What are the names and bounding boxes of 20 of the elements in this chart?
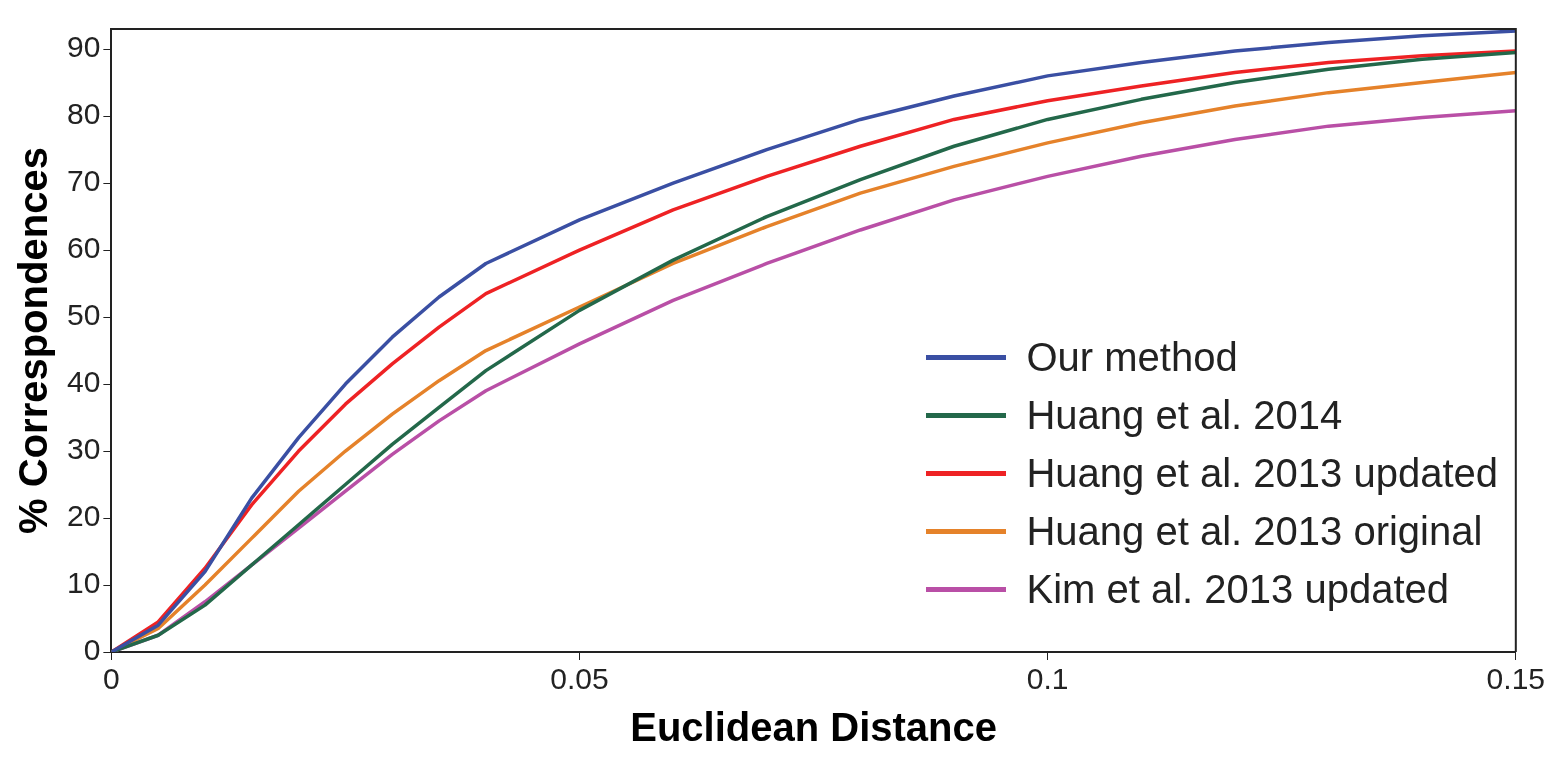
x-tick-label: 0.05 [550, 662, 609, 696]
y-tick-label: 20 [66, 499, 101, 533]
y-axis-title: % Correspondences [11, 147, 56, 534]
x-axis-title: Euclidean Distance [630, 705, 997, 750]
y-tick-label: 70 [66, 164, 101, 198]
y-tick-label: 90 [66, 30, 101, 64]
legend-label: Huang et al. 2013 original [1026, 508, 1483, 554]
legend-label: Huang et al. 2014 [1026, 392, 1343, 438]
y-tick-label: 10 [66, 566, 101, 600]
y-tick-label: 0 [83, 633, 101, 667]
y-tick-label: 30 [66, 432, 101, 466]
legend-label: Huang et al. 2013 updated [1026, 450, 1498, 496]
legend-label: Kim et al. 2013 updated [1026, 566, 1450, 612]
y-tick-label: 50 [66, 298, 101, 332]
legend-label: Our method [1026, 334, 1238, 380]
x-tick-label: 0.15 [1486, 662, 1545, 696]
y-tick-label: 60 [66, 231, 101, 265]
y-tick-label: 40 [66, 365, 101, 399]
x-tick-label: 0.1 [1026, 662, 1069, 696]
y-tick-label: 80 [66, 97, 101, 131]
